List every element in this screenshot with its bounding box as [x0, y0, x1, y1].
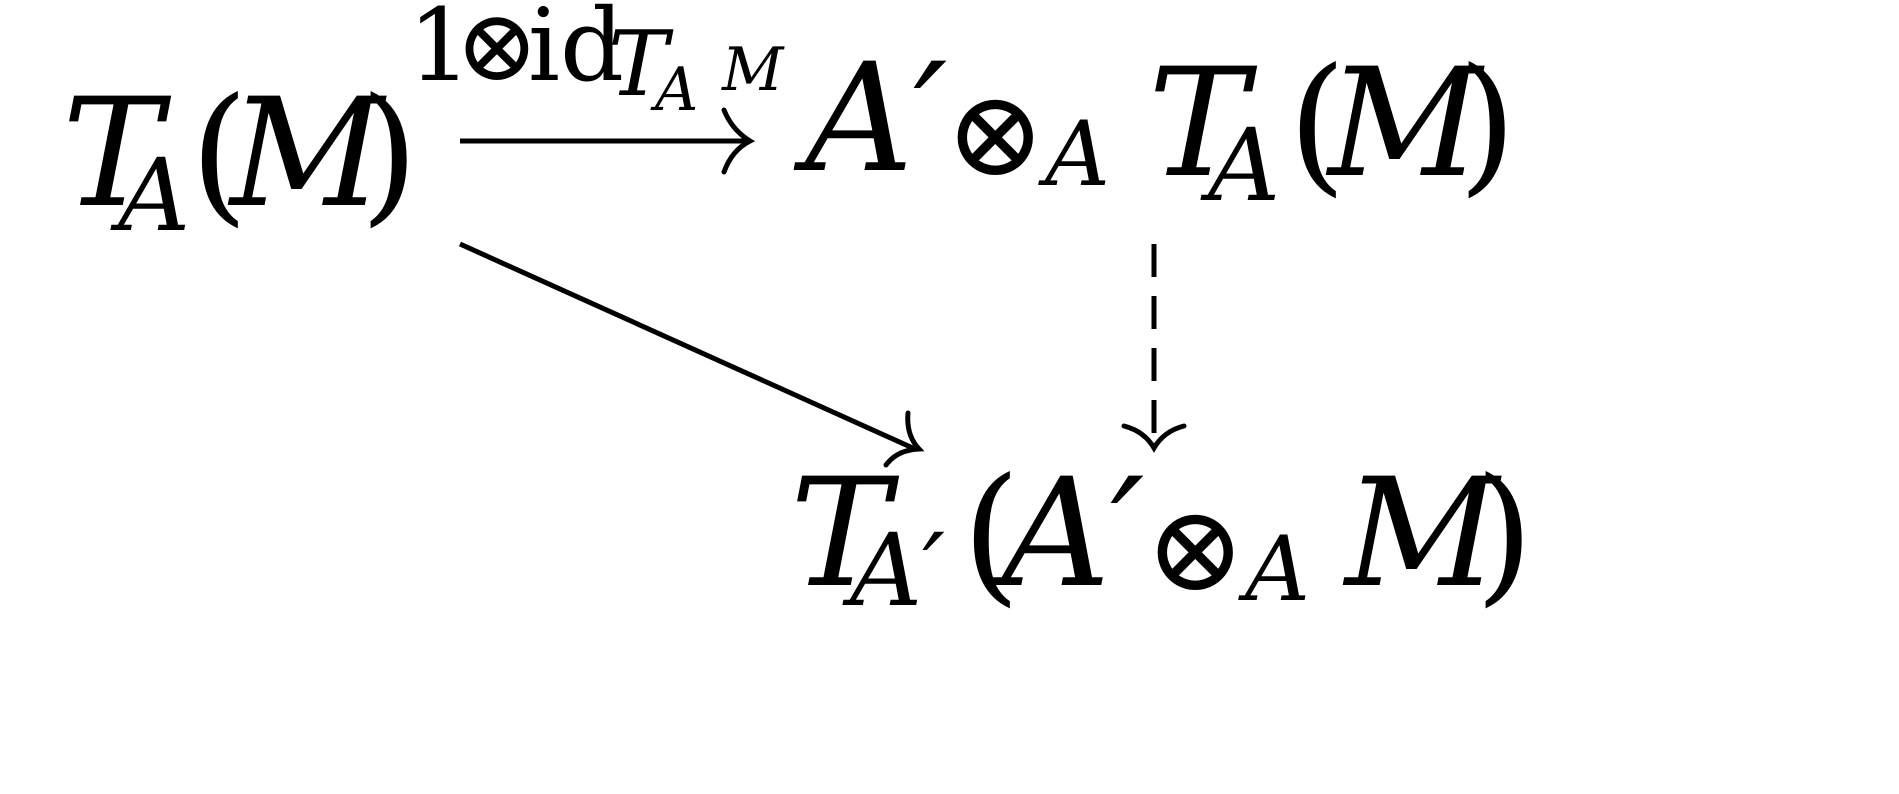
arrow-top: [460, 107, 756, 175]
arrow-vertical: [1121, 244, 1187, 453]
source-functor-subscript: A: [110, 137, 190, 254]
target-top-left: A′: [793, 32, 947, 206]
node-target-bottom: T A′ ( A′ ⊗ A M ): [790, 447, 1534, 629]
target-top-open-paren: (: [1288, 37, 1347, 211]
node-source: T A ( M ): [62, 67, 419, 254]
source-open-paren: (: [190, 67, 249, 241]
node-target-top: A′ ⊗ A T A ( M ): [793, 32, 1517, 224]
target-bottom-left: A′: [990, 447, 1144, 621]
target-bottom-open-paren: (: [962, 447, 1021, 621]
source-argument: M: [227, 67, 387, 241]
target-top-tensor-subscript: A: [1038, 102, 1110, 207]
target-top-functor-subscript: A: [1200, 107, 1280, 224]
arrow-top-head: [721, 107, 756, 175]
target-bottom-functor: T: [790, 447, 900, 621]
top-label-one: 1: [408, 0, 472, 104]
target-bottom-close-paren: ): [1475, 447, 1534, 621]
target-bottom-argument: M: [1342, 447, 1502, 621]
top-label-superscript: M: [721, 35, 785, 105]
target-bottom-tensor-subscript: A: [1238, 517, 1310, 622]
target-top-functor: T: [1148, 37, 1258, 211]
top-label-functor-subscript: A: [650, 55, 698, 125]
target-bottom-functor-subscript: A′: [842, 512, 945, 629]
target-top-tensor: ⊗: [945, 65, 1046, 204]
target-bottom-tensor: ⊗: [1145, 480, 1246, 619]
source-functor: T: [62, 67, 172, 241]
arrow-diagonal: [458, 241, 925, 468]
source-close-paren: ): [360, 67, 419, 241]
top-label-id: id: [528, 0, 624, 104]
top-label-functor: T: [608, 12, 674, 117]
arrow-diagonal-shaft: [458, 241, 917, 452]
arrow-vertical-head: [1121, 423, 1187, 453]
arrow-diagonal-head: [883, 410, 925, 468]
target-top-argument: M: [1325, 37, 1485, 211]
top-arrow-label: 1 ⊗ id T A M: [408, 0, 785, 125]
top-label-tensor: ⊗: [455, 0, 539, 104]
target-top-close-paren: ): [1458, 37, 1517, 211]
